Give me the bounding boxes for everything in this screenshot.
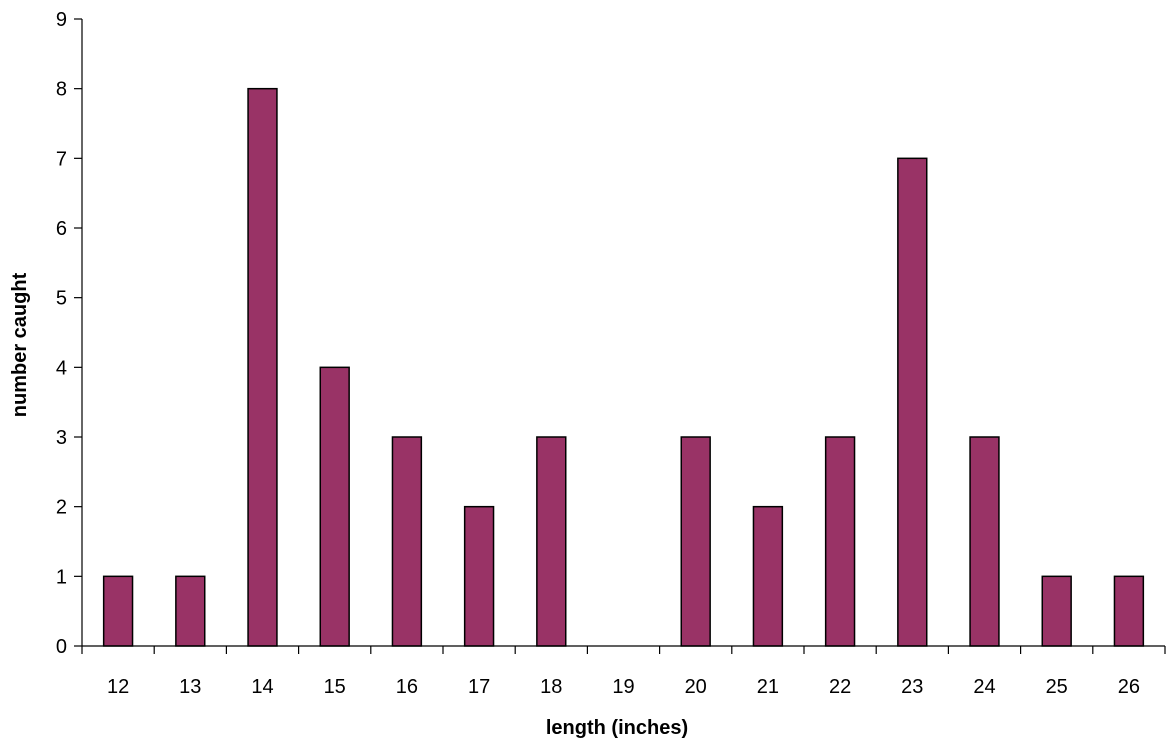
y-tick-label: 5 <box>56 288 67 310</box>
x-tick-label: 21 <box>757 676 779 698</box>
x-ticks-group: 12 13 14 15 16 17 18 19 20 21 22 23 24 25 26 <box>81 646 1166 698</box>
y-tick-label: 6 <box>56 218 67 240</box>
x-tick-label: 13 <box>179 676 201 698</box>
bar-21 <box>752 505 784 647</box>
y-ticks-group: 0 1 2 3 4 5 6 7 8 9 <box>56 9 82 658</box>
bar-12 <box>102 575 134 647</box>
bars-group <box>102 87 1145 647</box>
x-tick-label: 20 <box>685 676 707 698</box>
bar-13 <box>175 575 206 647</box>
y-tick-label: 3 <box>56 427 67 449</box>
x-tick-label: 22 <box>829 676 851 698</box>
bar-15 <box>319 366 350 647</box>
bar-18 <box>536 436 567 647</box>
y-tick-label: 9 <box>56 9 67 31</box>
x-tick-label: 19 <box>612 676 634 698</box>
x-tick-label: 12 <box>107 676 129 698</box>
x-tick-label: 24 <box>973 676 995 698</box>
y-tick-label: 1 <box>56 566 67 588</box>
x-tick-label: 17 <box>468 676 490 698</box>
bar-24 <box>969 436 1000 647</box>
bar-20 <box>680 436 711 647</box>
x-axis-title: length (inches) <box>546 717 688 739</box>
y-tick-label: 7 <box>56 148 67 170</box>
bar-25 <box>1041 575 1072 647</box>
bar-26 <box>1113 575 1145 647</box>
x-tick-label: 14 <box>251 676 273 698</box>
x-tick-label: 23 <box>901 676 923 698</box>
y-tick-label: 0 <box>56 636 67 658</box>
y-tick-label: 8 <box>56 79 67 101</box>
x-tick-label: 15 <box>324 676 346 698</box>
bar-16 <box>391 436 423 647</box>
y-axis-title: number caught <box>9 272 31 417</box>
bar-17 <box>463 505 495 647</box>
bar-22 <box>824 436 856 647</box>
axes-group <box>81 19 1165 647</box>
y-tick-label: 4 <box>56 357 67 379</box>
y-tick-label: 2 <box>56 497 67 519</box>
x-tick-label: 16 <box>396 676 418 698</box>
bar-14 <box>247 87 278 647</box>
x-tick-label: 25 <box>1046 676 1068 698</box>
x-tick-label: 18 <box>540 676 562 698</box>
x-tick-label: 26 <box>1118 676 1140 698</box>
bar-23 <box>897 157 928 647</box>
